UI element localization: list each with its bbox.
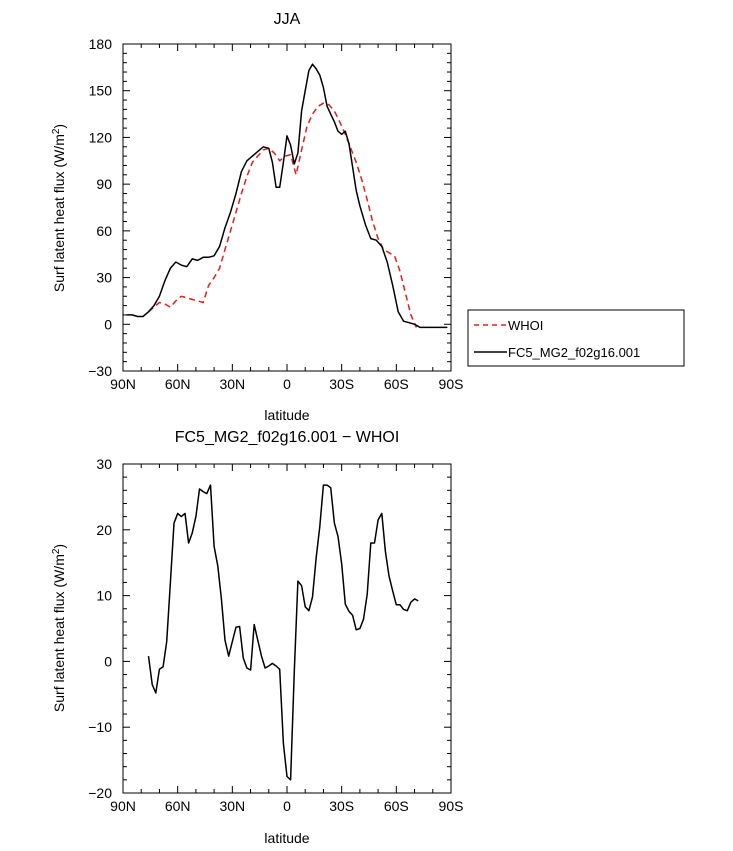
bottom-xtick-label: 90N <box>110 798 136 814</box>
top-plot-frame <box>122 43 452 372</box>
top-title: JJA <box>274 11 301 28</box>
top-ytick-label: −30 <box>88 363 112 379</box>
top-ticks <box>122 43 452 372</box>
bottom-xtick-label: 0 <box>283 798 291 814</box>
top-tick-labels: 90N 60N 30N 0 30S 60S 90S −30 0 30 60 90 120 150 180 <box>88 36 463 392</box>
bottom-xtick-label: 60N <box>165 798 191 814</box>
bottom-xtick-label: 60S <box>384 798 409 814</box>
top-ytick-label: 180 <box>89 36 113 52</box>
bottom-tick-labels: 90N 60N 30N 0 30S 60S 90S −20 −10 0 10 20 30 <box>88 456 463 814</box>
bottom-xtick-label: 90S <box>439 798 464 814</box>
legend-label-fc5: FC5_MG2_f02g16.001 <box>508 345 640 360</box>
top-xtick-label: 0 <box>283 376 291 392</box>
bottom-xtick-label: 30N <box>219 798 245 814</box>
top-xtick-label: 60S <box>384 376 409 392</box>
top-ytick-label: 30 <box>96 270 112 286</box>
top-xtick-label: 90S <box>439 376 464 392</box>
bottom-y-axis-label-sup: 2 <box>51 548 62 554</box>
top-ytick-label: 120 <box>89 129 113 145</box>
bottom-x-axis-label: latitude <box>264 830 309 846</box>
top-series-line-2 <box>126 63 448 329</box>
bottom-y-axis-label: Surf latent heat flux (W/m2) <box>51 544 68 712</box>
top-y-axis-label-sup: 2 <box>51 128 62 134</box>
top-ytick-label: 90 <box>96 176 112 192</box>
top-y-axis-label-end: ) <box>51 124 67 129</box>
bottom-ticks <box>122 463 452 794</box>
bottom-plot-frame <box>122 463 452 794</box>
top-xtick-label: 60N <box>165 376 191 392</box>
bottom-title: FC5_MG2_f02g16.001 − WHOI <box>175 429 400 446</box>
legend: WHOI FC5_MG2_f02g16.001 <box>467 309 685 367</box>
top-y-axis-label-main: Surf latent heat flux (W/m <box>51 134 67 292</box>
top-x-axis-label: latitude <box>264 407 309 423</box>
top-y-axis-label: Surf latent heat flux (W/m2) <box>51 124 68 292</box>
bottom-ytick-label: −20 <box>88 785 112 801</box>
bottom-ytick-label: 30 <box>96 456 112 472</box>
top-series <box>126 63 448 329</box>
top-xtick-label: 30S <box>329 376 354 392</box>
top-xtick-label: 30N <box>219 376 245 392</box>
top-ytick-label: 150 <box>89 83 113 99</box>
legend-box <box>467 309 685 367</box>
bottom-ytick-label: −10 <box>88 719 112 735</box>
bottom-xtick-label: 30S <box>329 798 354 814</box>
bottom-ytick-label: 10 <box>96 588 112 604</box>
bottom-panel: FC5_MG2_f02g16.001 − WHOI 90N 60N 30N 0 30S 6… <box>51 429 464 846</box>
top-ytick-label: 60 <box>96 223 112 239</box>
top-ytick-label: 0 <box>104 316 112 332</box>
top-panel: JJA 90N 60N 30N 0 30S 60S 90S −30 0 30 60 90 120 150 1… <box>51 11 685 423</box>
bottom-ytick-label: 0 <box>104 653 112 669</box>
legend-label-whoi: WHOI <box>508 318 543 333</box>
bottom-series <box>147 484 419 781</box>
top-xtick-label: 90N <box>110 376 136 392</box>
bottom-y-axis-label-end: ) <box>51 544 67 549</box>
bottom-ytick-label: 20 <box>96 522 112 538</box>
bottom-series-line-1 <box>147 484 419 781</box>
top-series-line-1 <box>148 102 418 328</box>
bottom-y-axis-label-main: Surf latent heat flux (W/m <box>51 554 67 712</box>
